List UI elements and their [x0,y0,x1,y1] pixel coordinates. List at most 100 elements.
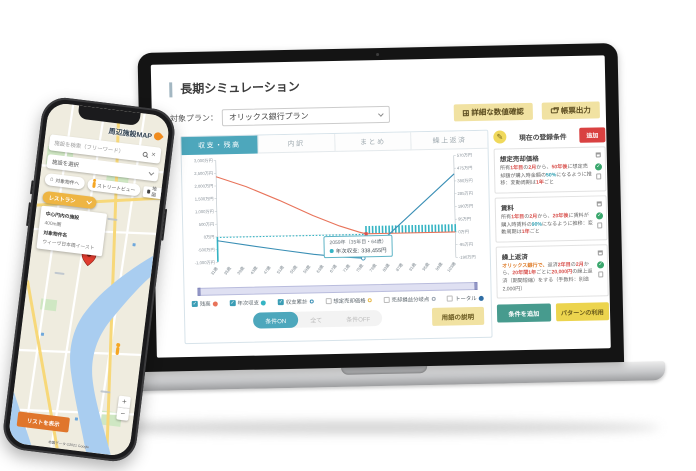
trash-icon[interactable] [596,201,602,207]
use-pattern-button[interactable]: パターンの利用 [555,302,610,322]
legend-checkbox[interactable] [383,296,390,303]
trash-icon[interactable] [597,250,603,256]
add-condition-button[interactable]: 条件を追加 [496,303,551,323]
svg-text:475万円: 475万円 [457,165,472,171]
floor-shadow [60,421,660,434]
marker-square [364,232,368,236]
legend-item-トータル[interactable]: トータル [447,294,484,303]
zoom-out-button[interactable]: − [116,407,130,421]
svg-text:-95万円: -95万円 [459,242,474,248]
svg-text:3,000万円: 3,000万円 [194,158,213,164]
tab-内訳[interactable]: 内訳 [258,133,336,154]
phone: 周辺施設MAP 施設を検索（フリーワード） × 施設を選択 ⌂ 対象物件へ [0,95,178,464]
legend-item-想定売却価格[interactable]: 想定売却価格 [325,296,372,305]
clipboard-icon[interactable] [597,222,603,229]
condition-card-icons: ✓ [594,163,603,180]
svg-text:103歳: 103歳 [445,260,457,273]
conditions-panel: ✎ 現在の登録条件 追加 想定売却価格 所有1年目の2月から、50年後に想定売却額… [493,127,610,323]
svg-text:-190万円: -190万円 [459,254,476,260]
svg-text:83歳: 83歳 [381,261,392,272]
svg-text:87歳: 87歳 [394,261,405,272]
panel-buttons: 条件を追加 パターンの利用 [496,302,610,323]
condition-card-body: オリックス銀行で、返済2年目の2月から、20年間1年ごとに20,000円の繰上返… [501,261,593,293]
trash-icon[interactable] [595,152,601,158]
map-layer-button[interactable]: 地図 [142,185,163,199]
legend-item-収支累計[interactable]: ✓ 収支累計 [277,297,314,307]
legend-label: 収支累計 [285,299,308,307]
search-icon[interactable] [142,151,148,157]
svg-text:-500万円: -500万円 [198,247,215,253]
legend-marker-icon [212,300,218,307]
svg-text:1,000万円: 1,000万円 [195,209,214,215]
chevron-down-icon [86,198,92,204]
legend-item-年次収支[interactable]: ✓ 年次収支 [229,298,267,308]
conditions-panel-title: 現在の登録条件 [519,133,567,142]
detail-values-button[interactable]: 詳細な数値確認 [453,102,533,122]
toggle-pill-条件OFF[interactable]: 条件OFF [346,316,371,324]
edit-pencil-icon[interactable]: ✎ [493,130,507,144]
clear-icon[interactable]: × [150,149,157,160]
glossary-button[interactable]: 用語の説明 [431,306,485,326]
svg-text:-1,000万円: -1,000万円 [195,260,215,266]
legend-checkbox[interactable]: ✓ [191,300,198,307]
apply-check-icon[interactable]: ✓ [595,212,604,220]
tab-繰上返済[interactable]: 繰上返済 [411,130,488,151]
condition-card-title: 賃料 [500,205,514,213]
condition-card-body: 所有1年目の2月から、20年後に賃料が購入時賃料の90%になるように推移：変動周… [500,212,593,236]
svg-text:43歳: 43歳 [248,264,259,275]
legend-item-売却損益分岐点[interactable]: 売却損益分岐点 [383,295,436,304]
laptop-camera-icon [376,53,380,57]
slider-handle-left[interactable] [197,287,201,296]
svg-text:91歳: 91歳 [407,261,418,272]
panel-action-button[interactable]: 追加 [579,127,606,143]
map-layer-icon [146,189,151,194]
legend-label: 売却損益分岐点 [391,297,430,304]
svg-text:570万円: 570万円 [457,152,472,158]
plan-select[interactable]: オリックス銀行プラン [221,105,391,127]
condition-cards: 想定売却価格 所有1年目の2月から、50年後に想定売却額が購入時金額の50%になる… [493,146,609,300]
tab-収支・残高[interactable]: 収支・残高 [181,135,259,156]
tooltip-value-row: 年次収支: 338,455円 [329,246,387,255]
svg-text:380万円: 380万円 [457,178,472,184]
svg-text:59歳: 59歳 [301,263,312,274]
svg-text:2,500万円: 2,500万円 [194,171,213,177]
legend-checkbox[interactable]: ✓ [229,300,236,307]
svg-text:31歳: 31歳 [209,265,220,276]
toggle-pill-全て[interactable]: 全て [310,317,323,325]
svg-text:0万円: 0万円 [458,229,469,235]
svg-text:285万円: 285万円 [457,191,472,197]
simulation-chart: 3,000万円 2,500万円 2,000万円 1,500万円 1,000万円 500万円… [194,152,476,276]
apply-check-icon[interactable]: ✓ [594,163,603,171]
condition-card-title: 繰上返済 [501,253,528,262]
clipboard-icon[interactable] [596,173,602,180]
chevron-down-icon [378,110,384,117]
legend-toggle-pills: 条件ON 全て 条件OFF [252,309,383,329]
slider-handle-right[interactable] [474,281,478,291]
table-icon [462,109,469,116]
legend-marker-icon [260,299,267,306]
legend-marker-icon [478,295,484,301]
svg-text:79歳: 79歳 [367,261,378,272]
legend-item-残高[interactable]: ✓ 残高 [191,299,218,308]
street-view-pegman-icon[interactable] [115,343,121,355]
chart-card: 収支・残高 内訳 まとめ 繰上返済 3,000万円 2,500万円 2,000万円 1,50… [180,129,493,345]
tab-まとめ[interactable]: まとめ [334,132,412,152]
property-info-card: 中心円内の施設 400m圏 対象物件名 ウィーヴ日本橋イースト [36,205,108,256]
legend-label: 年次収支 [237,300,260,308]
svg-text:1,500万円: 1,500万円 [195,196,214,202]
svg-text:47歳: 47歳 [262,264,273,275]
clipboard-icon[interactable] [598,271,604,278]
report-output-button[interactable]: 帳票出力 [541,101,600,120]
legend-label: 残高 [199,301,211,308]
legend-toggle-row: 条件ON 全て 条件OFF 用語の説明 [185,306,491,334]
legend-checkbox[interactable]: ✓ [277,299,284,306]
map-river [70,255,154,455]
laptop: 長期シミュレーション 対象プラン： オリックス銀行プラン 詳細な数値確認 [97,42,666,392]
svg-text:63歳: 63歳 [314,263,325,274]
toggle-pill-条件ON[interactable]: 条件ON [252,311,299,329]
pegman-icon [91,181,96,189]
legend-checkbox[interactable] [447,295,454,302]
svg-text:71歳: 71歳 [341,262,352,273]
apply-check-icon[interactable]: ✓ [596,261,605,269]
legend-checkbox[interactable] [325,298,332,305]
